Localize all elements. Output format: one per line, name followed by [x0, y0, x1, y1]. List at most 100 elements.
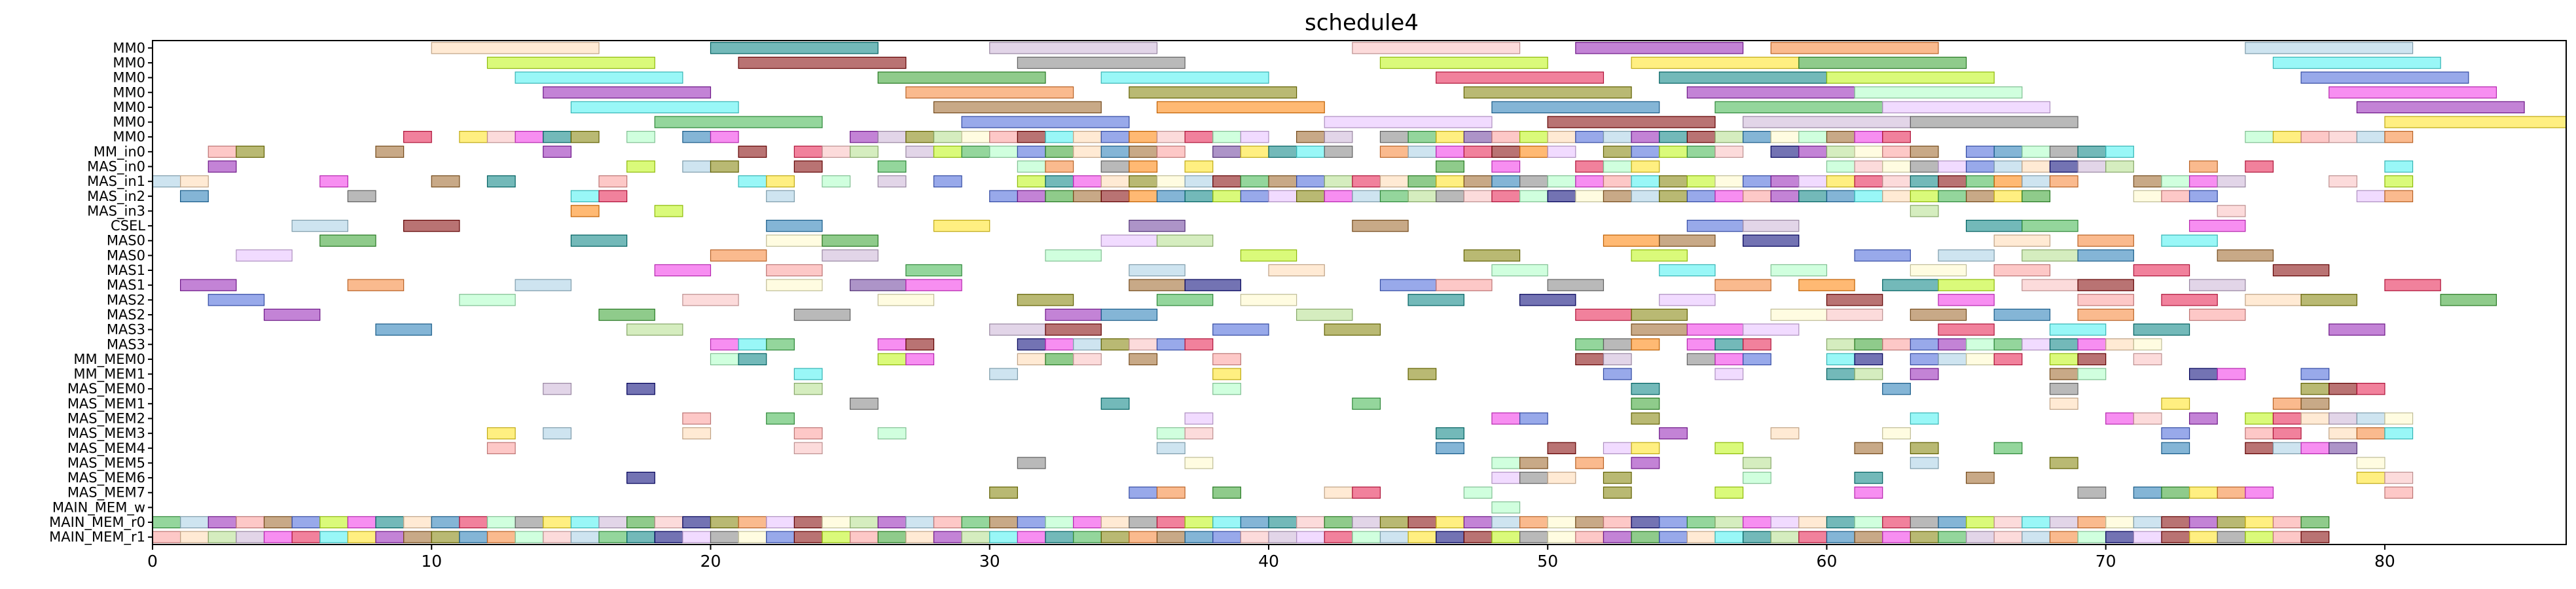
x-tick-label: 30 [979, 552, 1000, 571]
x-tick-label: 80 [2374, 552, 2395, 571]
task-bar [654, 531, 683, 543]
task-bar [1436, 427, 1464, 440]
task-bar [2161, 442, 2190, 455]
task-bar [1603, 516, 1632, 529]
task-bar [1184, 190, 1214, 203]
task-bar [1156, 234, 1214, 247]
task-bar [1993, 160, 2023, 173]
task-bar [543, 531, 571, 543]
task-bar [1854, 486, 1883, 499]
task-bar [1129, 531, 1158, 543]
task-bar [961, 531, 990, 543]
task-bar [1379, 145, 1409, 158]
task-bar [2329, 442, 2357, 455]
task-bar [1686, 353, 1716, 366]
task-bar [2356, 101, 2525, 114]
x-tick-label: 40 [1258, 552, 1279, 571]
task-bar [1073, 190, 1102, 203]
task-bar [1240, 294, 1297, 306]
task-bar [1742, 219, 1800, 232]
task-bar [1910, 116, 2078, 128]
task-bar [1129, 279, 1186, 291]
task-bar [1575, 160, 1605, 173]
task-bar [877, 427, 907, 440]
task-bar [1100, 397, 1130, 410]
task-bar [1519, 145, 1548, 158]
task-bar [1910, 353, 1939, 366]
task-bar [459, 294, 516, 306]
task-bar [1156, 516, 1186, 529]
task-bar [1882, 279, 1939, 291]
task-bar [1742, 175, 1771, 188]
task-bar [1659, 234, 1716, 247]
task-bar [1965, 471, 1995, 484]
task-bar [1519, 190, 1548, 203]
task-bar [1938, 294, 1995, 306]
task-bar [347, 516, 376, 529]
task-bar [905, 145, 935, 158]
task-bar [1129, 486, 1158, 499]
task-bar [2440, 294, 2497, 306]
task-bar [1129, 264, 1186, 277]
task-bar [1184, 427, 1214, 440]
task-bar [1993, 353, 2023, 366]
task-bar [1547, 145, 1576, 158]
task-bar [1129, 175, 1158, 188]
task-bar [2077, 368, 2107, 380]
task-bar [1184, 160, 1214, 173]
task-bar [2022, 279, 2078, 291]
task-bar [1993, 175, 2023, 188]
task-bar [2049, 323, 2107, 336]
task-bar [1017, 353, 1046, 366]
task-bar [1575, 457, 1605, 469]
task-bar [1603, 175, 1632, 188]
task-bar [2105, 338, 2134, 351]
task-bar [1379, 516, 1409, 529]
task-bar [1631, 175, 1660, 188]
task-bar [486, 175, 516, 188]
task-bar [2272, 531, 2302, 543]
task-bar [905, 338, 935, 351]
task-bar [1603, 471, 1632, 484]
task-bar [2245, 531, 2274, 543]
task-bar [1854, 338, 1883, 351]
task-bar [2022, 531, 2051, 543]
task-bar [850, 279, 907, 291]
task-bar [1854, 249, 1911, 262]
task-bar [933, 175, 962, 188]
task-bar [543, 427, 571, 440]
task-bar [1324, 175, 1353, 188]
task-bar [208, 531, 237, 543]
task-bar [2133, 353, 2162, 366]
task-bar [570, 101, 739, 114]
task-bar [2300, 442, 2330, 455]
task-bar [1603, 131, 1632, 143]
task-bar [793, 382, 823, 395]
task-bar [543, 131, 571, 143]
task-bar [2077, 160, 2107, 173]
task-bar [1407, 145, 1437, 158]
y-tick-label: MAS_MEM1 [67, 396, 145, 412]
task-bar [1742, 516, 1771, 529]
task-bar [710, 249, 767, 262]
task-bar [291, 219, 348, 232]
task-bar [626, 516, 655, 529]
task-bar [682, 427, 712, 440]
task-bar [1631, 323, 1688, 336]
task-bar [2105, 145, 2134, 158]
task-bar [1100, 516, 1130, 529]
task-bar [1184, 457, 1214, 469]
task-bar [1547, 131, 1576, 143]
task-bar [2022, 219, 2078, 232]
task-bar [933, 131, 962, 143]
task-bar [766, 190, 795, 203]
task-bar [152, 516, 181, 529]
task-bar [738, 56, 907, 69]
task-bar [570, 516, 600, 529]
task-bar [1686, 323, 1744, 336]
task-bar [1575, 175, 1605, 188]
task-bar [766, 516, 795, 529]
task-bar [1686, 219, 1744, 232]
task-bar [1882, 531, 1911, 543]
task-bar [1938, 160, 1967, 173]
